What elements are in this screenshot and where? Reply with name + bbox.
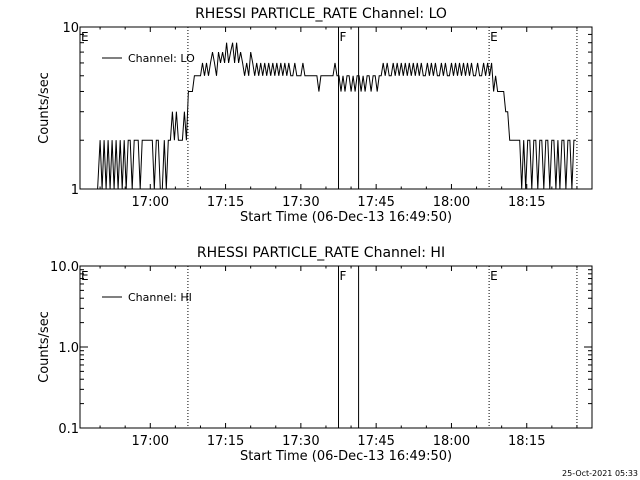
x-tick-label: 18:15 [508,195,545,210]
x-tick-label: 17:45 [357,434,394,449]
y-tick-label: 0.1 [58,422,79,437]
legend-label: Channel: HI [128,291,192,304]
x-axis-label: Start Time (06-Dec-13 16:49:50) [240,210,452,225]
x-tick-label: 17:30 [282,195,319,210]
x-tick-label: 17:30 [282,434,319,449]
event-marker-label: E [490,269,498,283]
event-marker-label: E [490,30,498,44]
event-marker-label: F [340,269,347,283]
x-axis-label: Start Time (06-Dec-13 16:49:50) [240,449,452,464]
y-tick-label: 1 [71,183,79,198]
x-tick-label: 18:15 [508,434,545,449]
y-tick-label: 10.0 [50,260,79,275]
x-tick-label: 17:45 [357,195,394,210]
hi-channel-chart: RHESSI PARTICLE_RATE Channel: HI 17:00 17:… [37,245,593,464]
x-tick-label: 17:00 [132,195,169,210]
y-tick-label: 1.0 [58,341,79,356]
x-tick-label: 17:15 [207,434,244,449]
chart-title: RHESSI PARTICLE_RATE Channel: LO [195,6,447,22]
event-marker-label: E [81,30,89,44]
event-marker-label: E [81,269,89,283]
y-tick-label: 10 [62,21,79,36]
x-tick-label: 17:00 [132,434,169,449]
y-axis-label: Counts/sec [37,311,52,383]
lo-channel-chart: RHESSI PARTICLE_RATE Channel: LO 17:00 17:… [37,6,593,225]
x-tick-label: 18:00 [433,434,470,449]
legend-label: Channel: LO [128,52,195,65]
x-tick-label: 18:00 [433,195,470,210]
y-axis-label: Counts/sec [37,72,52,144]
event-marker-label: F [340,30,347,44]
chart-title: RHESSI PARTICLE_RATE Channel: HI [197,245,445,261]
footer-timestamp: 25-Oct-2021 05:33 [562,469,638,478]
x-tick-label: 17:15 [207,195,244,210]
series-line [97,42,576,189]
